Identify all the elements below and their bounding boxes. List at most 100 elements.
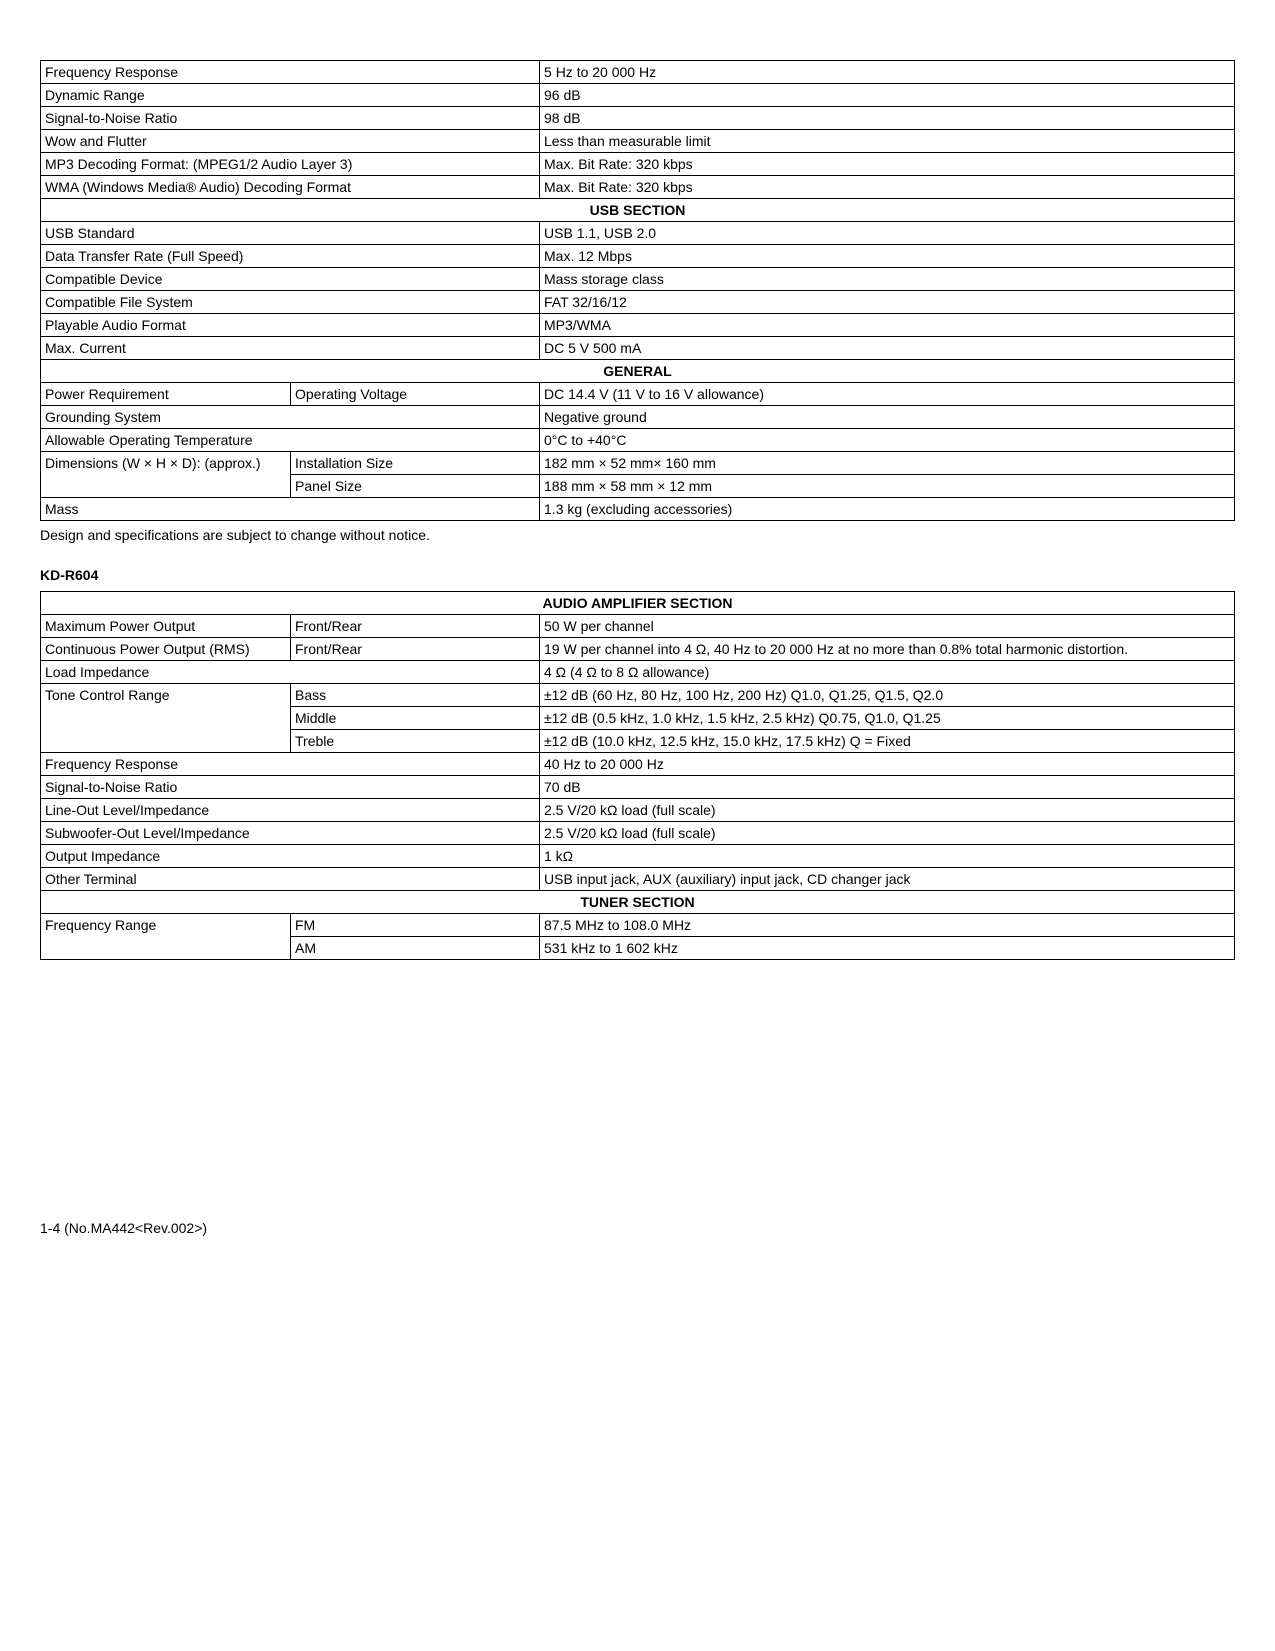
section-header-row: USB SECTION — [41, 199, 1235, 222]
spec-value: 96 dB — [540, 84, 1235, 107]
spec-sublabel: AM — [291, 937, 540, 960]
spec-label: Data Transfer Rate (Full Speed) — [41, 245, 540, 268]
spec-value: ±12 dB (60 Hz, 80 Hz, 100 Hz, 200 Hz) Q1… — [540, 684, 1235, 707]
spec-label: Dynamic Range — [41, 84, 540, 107]
spec-label: Signal-to-Noise Ratio — [41, 107, 540, 130]
section-header-row: TUNER SECTION — [41, 891, 1235, 914]
table-row: USB StandardUSB 1.1, USB 2.0 — [41, 222, 1235, 245]
spec-label: Mass — [41, 498, 540, 521]
spec-label: Continuous Power Output (RMS) — [41, 638, 291, 661]
spec-label: MP3 Decoding Format: (MPEG1/2 Audio Laye… — [41, 153, 540, 176]
spec-value: 2.5 V/20 kΩ load (full scale) — [540, 799, 1235, 822]
spec-label: Grounding System — [41, 406, 540, 429]
spec-value: FAT 32/16/12 — [540, 291, 1235, 314]
spec-value: 1.3 kg (excluding accessories) — [540, 498, 1235, 521]
table-row: Compatible File SystemFAT 32/16/12 — [41, 291, 1235, 314]
spec-value: 4 Ω (4 Ω to 8 Ω allowance) — [540, 661, 1235, 684]
table-row: Dimensions (W × H × D): (approx.)Install… — [41, 452, 1235, 475]
spec-value: Max. Bit Rate: 320 kbps — [540, 153, 1235, 176]
table-row: Data Transfer Rate (Full Speed)Max. 12 M… — [41, 245, 1235, 268]
spec-label: Maximum Power Output — [41, 615, 291, 638]
design-note: Design and specifications are subject to… — [40, 527, 1235, 543]
spec-value: MP3/WMA — [540, 314, 1235, 337]
spec-value: DC 5 V 500 mA — [540, 337, 1235, 360]
spec-sublabel: Panel Size — [291, 475, 540, 498]
spec-sublabel: Operating Voltage — [291, 383, 540, 406]
spec-value: Mass storage class — [540, 268, 1235, 291]
spec-label: Playable Audio Format — [41, 314, 540, 337]
spec-sublabel: Front/Rear — [291, 615, 540, 638]
table-row: Other TerminalUSB input jack, AUX (auxil… — [41, 868, 1235, 891]
audio-amp-header: AUDIO AMPLIFIER SECTION — [41, 592, 1235, 615]
section-header-row: AUDIO AMPLIFIER SECTION — [41, 592, 1235, 615]
spec-table-1: Frequency Response5 Hz to 20 000 Hz Dyna… — [40, 60, 1235, 521]
spec-label: USB Standard — [41, 222, 540, 245]
spec-label: Frequency Response — [41, 61, 540, 84]
spec-table-2: AUDIO AMPLIFIER SECTION Maximum Power Ou… — [40, 591, 1235, 960]
table-row: Frequency Response40 Hz to 20 000 Hz — [41, 753, 1235, 776]
spec-sublabel: Treble — [291, 730, 540, 753]
spec-value: 0°C to +40°C — [540, 429, 1235, 452]
spec-value: DC 14.4 V (11 V to 16 V allowance) — [540, 383, 1235, 406]
model-heading: KD-R604 — [40, 567, 1235, 583]
spec-value: 70 dB — [540, 776, 1235, 799]
spec-value: 2.5 V/20 kΩ load (full scale) — [540, 822, 1235, 845]
spec-label: Compatible Device — [41, 268, 540, 291]
spec-label: Other Terminal — [41, 868, 540, 891]
spec-value: Less than measurable limit — [540, 130, 1235, 153]
table-row: Tone Control RangeBass±12 dB (60 Hz, 80 … — [41, 684, 1235, 707]
spec-sublabel: Middle — [291, 707, 540, 730]
spec-sublabel: Front/Rear — [291, 638, 540, 661]
spec-value: USB input jack, AUX (auxiliary) input ja… — [540, 868, 1235, 891]
spec-label: Allowable Operating Temperature — [41, 429, 540, 452]
spec-value: 182 mm × 52 mm× 160 mm — [540, 452, 1235, 475]
table-row: Maximum Power OutputFront/Rear50 W per c… — [41, 615, 1235, 638]
table-row: Wow and FlutterLess than measurable limi… — [41, 130, 1235, 153]
spec-label: Tone Control Range — [41, 684, 291, 753]
spec-label: Subwoofer-Out Level/Impedance — [41, 822, 540, 845]
table-row: Subwoofer-Out Level/Impedance2.5 V/20 kΩ… — [41, 822, 1235, 845]
spec-label: Frequency Response — [41, 753, 540, 776]
spec-label: Line-Out Level/Impedance — [41, 799, 540, 822]
table-row: Mass1.3 kg (excluding accessories) — [41, 498, 1235, 521]
spec-value: 19 W per channel into 4 Ω, 40 Hz to 20 0… — [540, 638, 1235, 661]
spec-label: Power Requirement — [41, 383, 291, 406]
table-row: Grounding SystemNegative ground — [41, 406, 1235, 429]
table-row: Signal-to-Noise Ratio70 dB — [41, 776, 1235, 799]
table-row: Load Impedance4 Ω (4 Ω to 8 Ω allowance) — [41, 661, 1235, 684]
spec-value: ±12 dB (10.0 kHz, 12.5 kHz, 15.0 kHz, 17… — [540, 730, 1235, 753]
usb-section-header: USB SECTION — [41, 199, 1235, 222]
tuner-section-header: TUNER SECTION — [41, 891, 1235, 914]
spec-value: Max. Bit Rate: 320 kbps — [540, 176, 1235, 199]
table-row: Frequency RangeFM87.5 MHz to 108.0 MHz — [41, 914, 1235, 937]
spec-sublabel: FM — [291, 914, 540, 937]
table-row: Playable Audio FormatMP3/WMA — [41, 314, 1235, 337]
table-row: Frequency Response5 Hz to 20 000 Hz — [41, 61, 1235, 84]
table-row: Compatible DeviceMass storage class — [41, 268, 1235, 291]
table-row: Continuous Power Output (RMS)Front/Rear1… — [41, 638, 1235, 661]
spec-value: 50 W per channel — [540, 615, 1235, 638]
table-row: Dynamic Range96 dB — [41, 84, 1235, 107]
spec-label: Frequency Range — [41, 914, 291, 960]
spec-label: Output Impedance — [41, 845, 540, 868]
spec-value: 1 kΩ — [540, 845, 1235, 868]
spec-value: 5 Hz to 20 000 Hz — [540, 61, 1235, 84]
spec-value: 531 kHz to 1 602 kHz — [540, 937, 1235, 960]
spec-sublabel: Installation Size — [291, 452, 540, 475]
spec-label: Compatible File System — [41, 291, 540, 314]
spec-value: 98 dB — [540, 107, 1235, 130]
section-header-row: GENERAL — [41, 360, 1235, 383]
table-row: Max. CurrentDC 5 V 500 mA — [41, 337, 1235, 360]
spec-value: 188 mm × 58 mm × 12 mm — [540, 475, 1235, 498]
table-row: MP3 Decoding Format: (MPEG1/2 Audio Laye… — [41, 153, 1235, 176]
spec-value: Negative ground — [540, 406, 1235, 429]
table-row: Allowable Operating Temperature0°C to +4… — [41, 429, 1235, 452]
table-row: WMA (Windows Media® Audio) Decoding Form… — [41, 176, 1235, 199]
spec-value: ±12 dB (0.5 kHz, 1.0 kHz, 1.5 kHz, 2.5 k… — [540, 707, 1235, 730]
spec-value: 40 Hz to 20 000 Hz — [540, 753, 1235, 776]
spec-label: Signal-to-Noise Ratio — [41, 776, 540, 799]
spec-label: Load Impedance — [41, 661, 540, 684]
table-row: Power RequirementOperating VoltageDC 14.… — [41, 383, 1235, 406]
page-footer: 1-4 (No.MA442<Rev.002>) — [40, 1220, 1235, 1236]
general-section-header: GENERAL — [41, 360, 1235, 383]
